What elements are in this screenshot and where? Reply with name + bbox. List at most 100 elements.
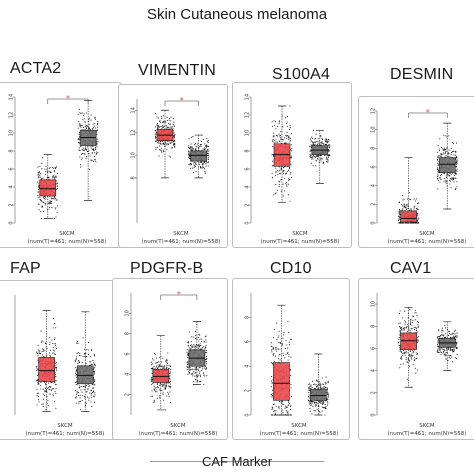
data-point [173, 132, 175, 134]
data-point [318, 142, 320, 144]
data-point [75, 375, 77, 377]
data-point [273, 352, 275, 355]
data-point [87, 396, 89, 398]
data-point [155, 149, 157, 151]
data-point [319, 401, 321, 403]
data-point [166, 364, 168, 366]
data-point [203, 374, 205, 376]
data-point [411, 321, 413, 323]
data-point [75, 397, 77, 399]
data-point [193, 380, 195, 383]
data-point [405, 357, 407, 359]
data-point [168, 395, 170, 397]
data-point [445, 148, 447, 150]
data-point [187, 373, 189, 375]
data-point [36, 367, 38, 369]
data-point [398, 210, 401, 212]
data-point [172, 124, 174, 126]
data-point [195, 347, 197, 349]
data-point [78, 121, 80, 123]
data-point [316, 409, 318, 411]
data-point [447, 152, 449, 154]
data-point [38, 172, 40, 174]
y-tick-label: 0 [245, 221, 251, 224]
y-tick-label: 4 [9, 185, 15, 188]
data-point [400, 363, 402, 366]
data-point [279, 359, 281, 361]
data-point [448, 135, 450, 137]
data-point [310, 404, 312, 406]
data-point [275, 347, 277, 349]
data-point [195, 145, 197, 147]
data-point [290, 338, 292, 341]
data-point [94, 363, 96, 365]
data-point [271, 165, 273, 167]
data-point [50, 381, 52, 383]
data-point [81, 361, 83, 364]
data-point [315, 384, 317, 386]
data-point [187, 341, 189, 343]
data-point [91, 390, 93, 392]
data-point [41, 163, 43, 165]
data-point [313, 143, 315, 145]
data-point [398, 211, 401, 214]
data-point [456, 163, 458, 165]
data-point [168, 155, 170, 157]
data-point [158, 145, 161, 147]
data-point [38, 173, 40, 175]
data-point [76, 392, 78, 394]
data-point [447, 173, 449, 175]
data-point [408, 328, 410, 330]
data-point [201, 366, 203, 368]
data-point [84, 146, 87, 148]
data-point [414, 328, 416, 330]
data-point [160, 147, 162, 149]
data-point [77, 351, 79, 353]
data-point [167, 144, 169, 146]
data-point [76, 393, 78, 395]
data-point [77, 127, 79, 129]
data-point [198, 367, 200, 369]
data-point [289, 136, 291, 138]
data-point [412, 352, 414, 354]
data-point [49, 343, 51, 345]
data-point [45, 384, 47, 386]
data-point [50, 171, 52, 173]
data-point [454, 189, 456, 191]
data-point [408, 360, 411, 362]
data-point [448, 349, 450, 351]
data-point [202, 346, 204, 348]
data-point [153, 352, 155, 354]
data-point [162, 393, 164, 395]
data-point [415, 200, 417, 202]
data-point [40, 211, 42, 213]
data-point [289, 126, 291, 128]
data-point [36, 352, 38, 355]
data-point [166, 144, 168, 146]
data-point [50, 198, 52, 200]
data-point [274, 171, 277, 173]
data-point [416, 220, 419, 222]
data-point [321, 377, 323, 379]
data-point [45, 202, 47, 204]
data-point [157, 362, 159, 364]
data-point [55, 392, 57, 394]
data-point [200, 143, 202, 146]
data-point [92, 160, 95, 162]
data-point [75, 359, 77, 361]
data-point [439, 335, 441, 337]
data-point [455, 166, 457, 168]
data-point [280, 190, 282, 192]
data-point [282, 167, 285, 169]
significance-bracket [160, 294, 198, 300]
data-point [39, 352, 41, 354]
data-point [207, 150, 209, 153]
data-point [40, 381, 42, 383]
data-point [88, 354, 90, 356]
data-point [412, 222, 414, 224]
data-point [328, 154, 330, 156]
data-point [199, 374, 201, 376]
data-point [190, 341, 192, 343]
data-point [89, 392, 91, 394]
data-point [93, 156, 95, 158]
